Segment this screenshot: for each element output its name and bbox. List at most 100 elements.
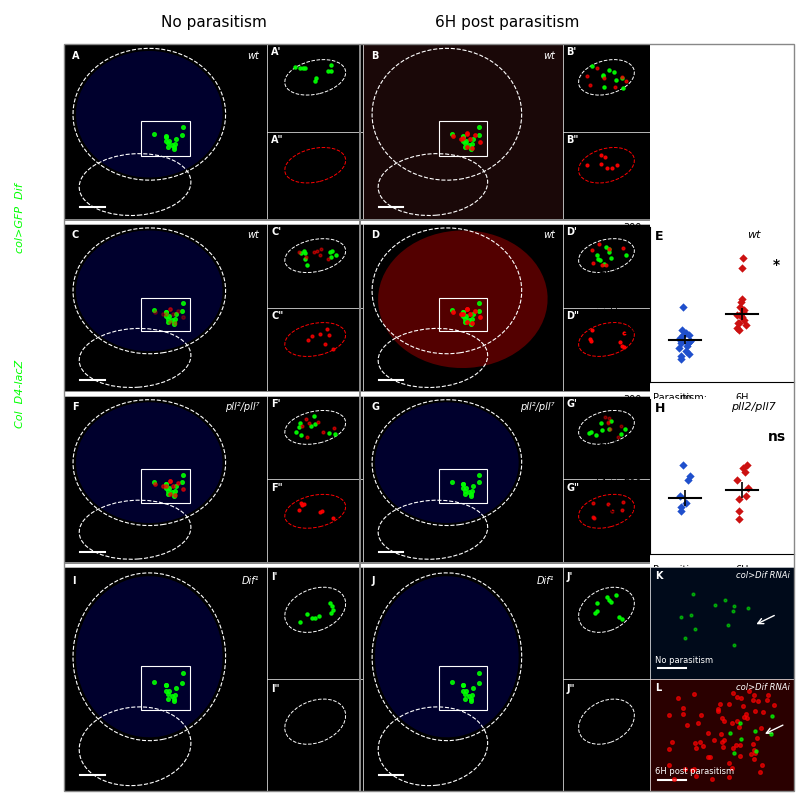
Point	[741, 602, 754, 614]
Point	[289, 61, 302, 74]
Point	[600, 162, 613, 175]
Text: I": I"	[271, 684, 279, 694]
Point	[675, 337, 688, 350]
Text: pll²/pll⁷: pll²/pll⁷	[520, 402, 555, 412]
Point	[160, 679, 172, 692]
Point	[459, 688, 472, 701]
Text: B": B"	[566, 135, 579, 145]
Point	[731, 690, 744, 703]
Point	[733, 739, 746, 752]
Point	[468, 129, 481, 141]
Point	[321, 253, 334, 266]
Point	[312, 415, 325, 428]
Point	[738, 466, 751, 479]
Ellipse shape	[375, 402, 519, 523]
Point	[162, 482, 175, 495]
Text: wt: wt	[543, 230, 555, 240]
Point	[297, 62, 310, 74]
Point	[764, 728, 777, 741]
Point	[696, 740, 709, 753]
Point	[290, 425, 302, 438]
Point	[619, 74, 632, 87]
Point	[462, 314, 475, 327]
Point	[317, 426, 330, 439]
Point	[662, 709, 675, 721]
Text: ns: ns	[768, 430, 786, 443]
Point	[322, 64, 334, 77]
Point	[674, 350, 687, 363]
Point	[445, 304, 458, 316]
Point	[302, 334, 314, 347]
Point	[596, 423, 609, 436]
Point	[687, 588, 700, 601]
Point	[748, 744, 760, 757]
Point	[615, 70, 628, 83]
Point	[460, 135, 472, 148]
Point	[472, 129, 485, 141]
Bar	[439, 121, 487, 157]
Point	[616, 495, 629, 508]
Point	[299, 62, 312, 74]
Point	[321, 323, 334, 336]
Point	[717, 734, 730, 747]
Point	[473, 468, 486, 481]
Point	[731, 308, 744, 321]
Point	[752, 695, 764, 708]
Point	[456, 310, 469, 323]
Point	[160, 678, 172, 691]
Text: No parasitism: No parasitism	[160, 15, 267, 30]
Point	[318, 338, 331, 351]
Point	[329, 248, 342, 261]
Point	[585, 59, 598, 72]
Point	[662, 758, 675, 771]
Point	[465, 141, 478, 154]
Point	[585, 335, 598, 348]
Point	[757, 706, 769, 718]
Point	[760, 694, 773, 706]
Point	[718, 594, 731, 606]
Point	[294, 615, 306, 628]
Ellipse shape	[375, 576, 519, 737]
Bar	[439, 469, 487, 503]
Point	[702, 726, 715, 739]
Point	[301, 608, 314, 621]
Point	[739, 319, 752, 332]
Text: H: H	[654, 402, 665, 415]
Point	[753, 766, 766, 779]
Point	[733, 505, 745, 518]
Point	[673, 342, 685, 355]
Point	[324, 246, 337, 259]
Text: J': J'	[566, 572, 572, 582]
Point	[732, 316, 745, 329]
Point	[161, 487, 174, 500]
Point	[610, 589, 622, 602]
Point	[160, 482, 172, 495]
Point	[734, 296, 747, 308]
Point	[308, 409, 321, 422]
Point	[674, 489, 686, 502]
Point	[314, 506, 326, 519]
Point	[165, 690, 178, 702]
Point	[722, 698, 735, 710]
Point	[168, 490, 180, 503]
Text: pll²/pll⁷: pll²/pll⁷	[225, 402, 259, 412]
Point	[594, 253, 606, 266]
Point	[590, 428, 602, 441]
Point	[755, 721, 768, 734]
Point	[677, 702, 689, 714]
Point	[149, 477, 162, 490]
Point	[684, 334, 697, 347]
Point	[459, 692, 472, 705]
Point	[328, 427, 341, 440]
Text: F": F"	[271, 483, 282, 493]
Text: col>Dif RNAi: col>Dif RNAi	[736, 570, 790, 579]
Point	[298, 252, 311, 265]
Point	[460, 303, 473, 316]
Point	[601, 416, 614, 429]
Point	[756, 758, 768, 771]
Point	[680, 497, 693, 510]
Point	[597, 70, 610, 82]
Point	[456, 130, 469, 143]
Point	[306, 611, 318, 624]
Text: C': C'	[271, 227, 281, 237]
